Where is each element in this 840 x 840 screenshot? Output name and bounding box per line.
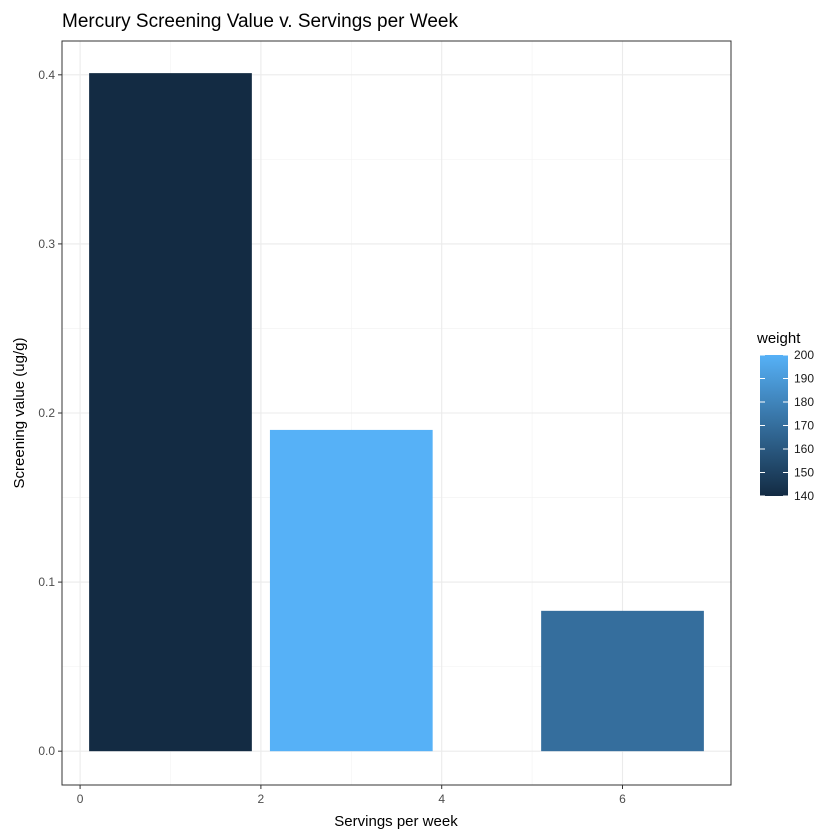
- x-tick-label: 4: [438, 792, 445, 806]
- plot-panel: [61, 40, 732, 786]
- legend-label: 160: [794, 442, 814, 456]
- x-axis: 0 2 4 6: [77, 785, 626, 806]
- y-tick-label: 0.4: [38, 68, 55, 82]
- legend-label: 150: [794, 466, 814, 480]
- x-tick-label: 2: [258, 792, 265, 806]
- chart-title: Mercury Screening Value v. Servings per …: [62, 11, 459, 32]
- x-tick-label: 6: [619, 792, 626, 806]
- x-axis-title: Servings per week: [334, 813, 458, 830]
- bar-2: [269, 429, 433, 752]
- y-tick-label: 0.0: [38, 744, 55, 758]
- y-tick-label: 0.3: [38, 237, 55, 251]
- y-axis-title: Screening value (ug/g): [11, 338, 28, 489]
- y-tick-label: 0.2: [38, 406, 55, 420]
- legend-label: 200: [794, 348, 814, 362]
- x-tick-label: 0: [77, 792, 84, 806]
- y-axis: 0.0 0.1 0.2 0.3 0.4: [38, 68, 62, 758]
- legend-label: 140: [794, 489, 814, 503]
- bar-group: [89, 73, 704, 752]
- bar-1: [89, 73, 252, 752]
- y-tick-label: 0.1: [38, 575, 55, 589]
- bar-3: [541, 610, 704, 752]
- legend-label: 170: [794, 419, 814, 433]
- legend-label: 190: [794, 372, 814, 386]
- legend-label: 180: [794, 395, 814, 409]
- legend-ticks: 200 190 180 170 160 150 140: [760, 348, 814, 503]
- legend: weight 200 190 180 170 160 150 140: [756, 330, 814, 503]
- legend-title: weight: [756, 330, 801, 347]
